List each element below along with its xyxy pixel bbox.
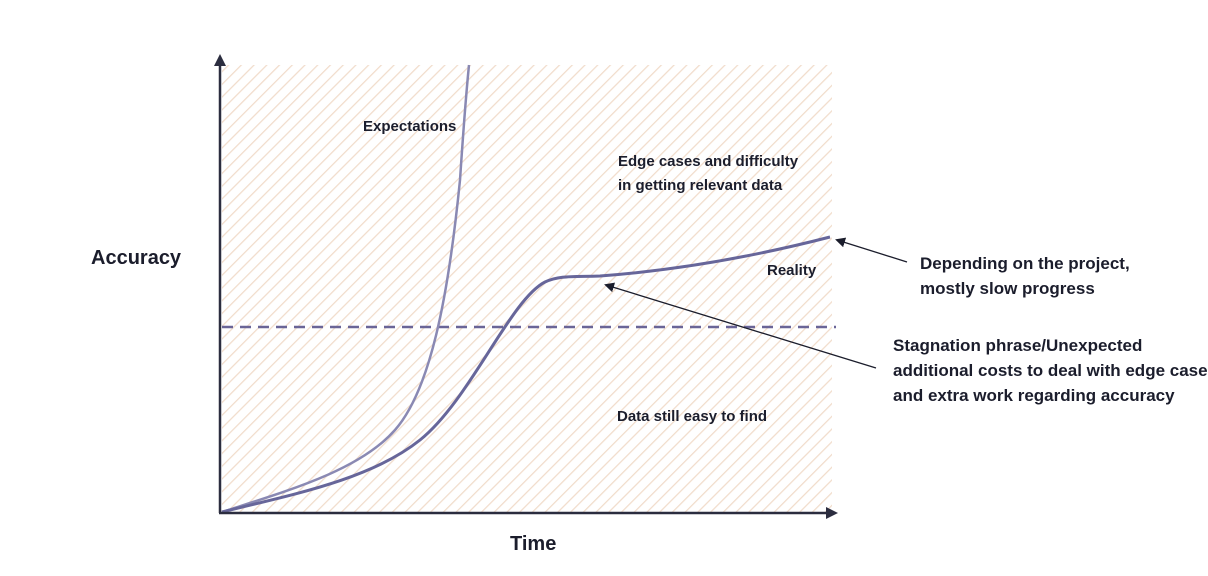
region-lower-label: Data still easy to find (617, 408, 767, 425)
reality-curve (221, 235, 831, 514)
slow-progress-note-line-1: Depending on the project, (920, 254, 1130, 273)
slow-progress-arrow (835, 237, 908, 263)
region-upper-label-line-2: in getting relevant data (618, 177, 783, 194)
stagnation-note-line-1: Stagnation phrase/Unexpected (893, 336, 1142, 355)
stagnation-note-line-3: and extra work regarding accuracy (893, 386, 1175, 405)
region-upper-label-line-1: Edge cases and difficulty (618, 153, 799, 170)
y-axis-label: Accuracy (91, 247, 182, 269)
slow-progress-note-line-2: mostly slow progress (920, 279, 1095, 298)
stagnation-arrow (604, 282, 877, 369)
reality-label: Reality (767, 262, 817, 279)
x-axis-arrowhead (826, 507, 838, 519)
expectations-curve (221, 64, 471, 514)
hatched-plot-area (222, 65, 832, 513)
expectations-label: Expectations (363, 118, 456, 135)
x-axis-label: Time (510, 533, 556, 555)
stagnation-note-line-2: additional costs to deal with edge cases (893, 361, 1208, 380)
y-axis-arrowhead (214, 54, 226, 66)
